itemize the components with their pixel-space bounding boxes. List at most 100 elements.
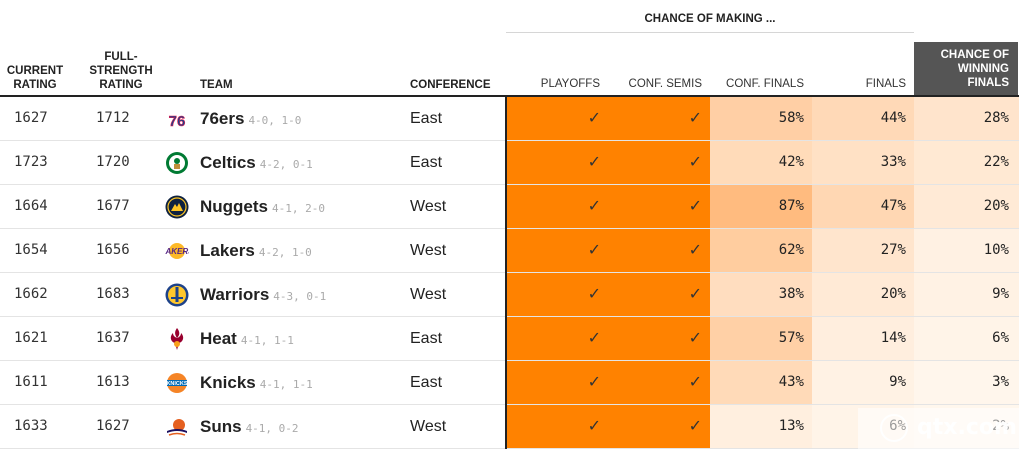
current-rating: 1664	[14, 198, 48, 214]
header-line: FULL-	[104, 51, 138, 63]
team-header[interactable]: TEAM	[200, 79, 233, 91]
table-row[interactable]: 1664 1677 Nuggets 4-1, 2-0 West ✓ ✓ 87% 47% 20%	[0, 185, 1019, 229]
winning-finals-cell: 20%	[914, 185, 1019, 228]
check-icon: ✓	[587, 374, 601, 391]
team-name: Nuggets	[200, 197, 268, 216]
team-record: 4-1, 1-1	[259, 378, 313, 391]
team-name: Lakers	[200, 241, 255, 260]
warriors-logo	[165, 283, 189, 307]
team-record: 4-2, 0-1	[259, 158, 313, 171]
full-strength-rating: 1712	[96, 110, 130, 126]
winning-finals-cell: 9%	[914, 273, 1019, 316]
conference: East	[410, 110, 443, 127]
team-name-cell[interactable]: 76ers 4-0, 1-0	[200, 97, 301, 140]
header-line: RATING	[13, 79, 57, 91]
svg-text:KNICKS: KNICKS	[166, 381, 187, 387]
check-icon: ✓	[688, 330, 702, 347]
conf-semis-cell: ✓	[609, 405, 710, 448]
svg-text:76: 76	[169, 113, 186, 130]
full-strength-rating: 1637	[96, 330, 130, 346]
conf-semis-cell: ✓	[609, 97, 710, 140]
full-strength-rating: 1627	[96, 418, 130, 434]
check-icon: ✓	[688, 198, 702, 215]
suns-logo	[165, 415, 189, 439]
conf-semis-cell: ✓	[609, 229, 710, 272]
table-row[interactable]: 1611 1613 KNICKS Knicks 4-1, 1-1 East ✓ ✓ 43% 9% 3…	[0, 361, 1019, 405]
full-strength-rating: 1613	[96, 374, 130, 390]
chance-of-making-header: CHANCE OF MAKING ...	[644, 13, 776, 25]
watermark-text: qtx.com	[917, 415, 1017, 440]
team-name-cell[interactable]: Celtics 4-2, 0-1	[200, 141, 313, 184]
svg-text:LAKERS: LAKERS	[165, 247, 189, 256]
table-row[interactable]: 1662 1683 Warriors 4-3, 0-1 West ✓ ✓ 38% 20% 9%	[0, 273, 1019, 317]
conf-finals-cell: 38%	[710, 273, 812, 316]
conf-semis-cell: ✓	[609, 317, 710, 360]
conf-finals-cell: 58%	[710, 97, 812, 140]
check-icon: ✓	[688, 286, 702, 303]
conf-finals-cell: 13%	[710, 405, 812, 448]
conf-semis-cell: ✓	[609, 141, 710, 184]
check-icon: ✓	[688, 242, 702, 259]
header-line: RATING	[99, 79, 143, 91]
table-row[interactable]: 1723 1720 Celtics 4-2, 0-1 East ✓ ✓ 42% 33% 22%	[0, 141, 1019, 185]
current-rating: 1627	[14, 110, 48, 126]
knicks-logo: KNICKS	[165, 371, 189, 395]
full-strength-rating-header[interactable]: FULL- STRENGTH RATING	[88, 50, 154, 92]
current-rating: 1611	[14, 374, 48, 390]
table-row[interactable]: 1621 1637 Heat 4-1, 1-1 East ✓ ✓ 57% 14% 6%	[0, 317, 1019, 361]
chance-winning-finals-header[interactable]: CHANCE OF WINNING FINALS	[914, 42, 1018, 95]
celtics-logo	[165, 151, 189, 175]
team-name-cell[interactable]: Nuggets 4-1, 2-0	[200, 185, 325, 228]
conf-semis-header[interactable]: CONF. SEMIS	[628, 78, 702, 90]
team-name: Celtics	[200, 153, 256, 172]
column-divider	[505, 96, 507, 449]
team-name: Suns	[200, 417, 242, 436]
conference: East	[410, 330, 443, 347]
team-record: 4-3, 0-1	[273, 290, 327, 303]
header-line: STRENGTH	[89, 65, 153, 77]
team-name-cell[interactable]: Knicks 4-1, 1-1	[200, 361, 313, 404]
current-rating: 1662	[14, 286, 48, 302]
header-rule	[0, 95, 1019, 97]
check-icon: ✓	[688, 154, 702, 171]
team-record: 4-1, 0-2	[245, 422, 299, 435]
check-icon: ✓	[587, 154, 601, 171]
conference-header[interactable]: CONFERENCE	[410, 79, 491, 91]
team-name: Heat	[200, 329, 237, 348]
nuggets-logo	[165, 195, 189, 219]
team-record: 4-0, 1-0	[248, 114, 302, 127]
finals-header[interactable]: FINALS	[865, 78, 906, 90]
winning-finals-cell: 6%	[914, 317, 1019, 360]
conf-finals-cell: 87%	[710, 185, 812, 228]
conference: West	[410, 198, 447, 215]
team-name-cell[interactable]: Warriors 4-3, 0-1	[200, 273, 326, 316]
table-row[interactable]: 1627 1712 76 76 76ers 4-0, 1-0 East ✓ ✓ 58% 44% 28%	[0, 97, 1019, 141]
current-rating-header[interactable]: CURRENT RATING	[4, 64, 66, 92]
playoffs-cell: ✓	[507, 273, 609, 316]
team-name-cell[interactable]: Heat 4-1, 1-1	[200, 317, 294, 360]
conf-finals-header[interactable]: CONF. FINALS	[726, 78, 804, 90]
team-name-cell[interactable]: Suns 4-1, 0-2	[200, 405, 299, 448]
conf-finals-cell: 57%	[710, 317, 812, 360]
finals-cell: 27%	[812, 229, 914, 272]
conference: West	[410, 418, 447, 435]
check-icon: ✓	[587, 418, 601, 435]
winning-finals-cell: 22%	[914, 141, 1019, 184]
team-record: 4-2, 1-0	[258, 246, 312, 259]
finals-cell: 20%	[812, 273, 914, 316]
conf-semis-cell: ✓	[609, 273, 710, 316]
check-icon: ✓	[587, 330, 601, 347]
conf-finals-cell: 62%	[710, 229, 812, 272]
playoffs-cell: ✓	[507, 141, 609, 184]
playoffs-header[interactable]: PLAYOFFS	[540, 78, 600, 90]
finals-cell: 14%	[812, 317, 914, 360]
finals-cell: 47%	[812, 185, 914, 228]
lakers-logo: LAKERS	[161, 239, 194, 263]
check-icon: ✓	[688, 418, 702, 435]
team-name-cell[interactable]: Lakers 4-2, 1-0	[200, 229, 312, 272]
basketball-icon	[880, 414, 908, 442]
current-rating: 1654	[14, 242, 48, 258]
playoffs-cell: ✓	[507, 317, 609, 360]
current-rating: 1723	[14, 154, 48, 170]
